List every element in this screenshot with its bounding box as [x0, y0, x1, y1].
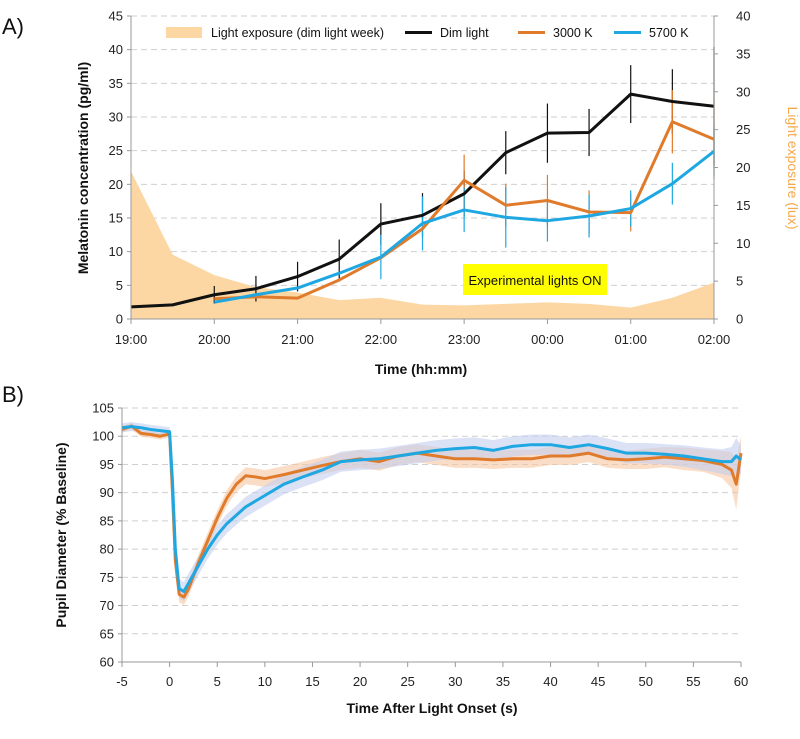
- y-tick-label-100: 100: [92, 429, 114, 444]
- annotation-box: [463, 264, 607, 295]
- x-tick-label-35: 35: [496, 674, 510, 689]
- y2-tick-label-20: 20: [736, 160, 750, 175]
- x-tick-label-1: 20:00: [198, 332, 231, 347]
- x-tick-label--5: -5: [116, 674, 128, 689]
- legend-label-3000k: 3000 K: [553, 26, 593, 40]
- x-tick-label-50: 50: [639, 674, 653, 689]
- x-tick-label-45: 45: [591, 674, 605, 689]
- panel-a-gridlines: [131, 15, 714, 286]
- y-tick-label-75: 75: [100, 570, 114, 585]
- y-tick-label-15: 15: [109, 211, 123, 226]
- band-3000-k: [122, 422, 741, 605]
- y-tick-label-105: 105: [92, 401, 114, 416]
- y2-tick-label-25: 25: [736, 122, 750, 137]
- legend-label-light-exposure: Light exposure (dim light week): [211, 26, 384, 40]
- panel-a-y2-axis-title: Light exposure (lux): [785, 107, 800, 230]
- panel-b-confidence-bands: [122, 422, 741, 605]
- legend-label-dim-light: Dim light: [440, 26, 489, 40]
- legend-label-5700k: 5700 K: [649, 26, 689, 40]
- line-3000-k: [214, 120, 715, 301]
- panel-a-light-exposure-area: [131, 171, 714, 319]
- panel-a-series-group: [130, 46, 715, 309]
- x-tick-label-25: 25: [400, 674, 414, 689]
- band-5700-k: [122, 422, 741, 602]
- panel-a-x-axis-title: Time (hh:mm): [375, 361, 467, 377]
- x-tick-label-5: 5: [214, 674, 221, 689]
- y-tick-label-30: 30: [109, 110, 123, 125]
- x-tick-label-6: 01:00: [614, 332, 647, 347]
- x-tick-label-30: 30: [448, 674, 462, 689]
- y-tick-label-65: 65: [100, 626, 114, 641]
- y-tick-label-45: 45: [109, 9, 123, 24]
- panel-a-legend: Light exposure (dim light week) Dim ligh…: [166, 26, 689, 40]
- y-tick-label-25: 25: [109, 143, 123, 158]
- y2-tick-label-15: 15: [736, 198, 750, 213]
- x-tick-label-2: 21:00: [281, 332, 314, 347]
- panel-a-axes: [127, 15, 718, 324]
- y-tick-label-40: 40: [109, 42, 123, 57]
- panel-b-tick-labels: 60 65 70 75 80 85 90 95 100 105 -5 0 5 10 15 20 25 30 35 40…: [92, 401, 748, 690]
- x-tick-label-7: 02:00: [698, 332, 731, 347]
- y-tick-label-10: 10: [109, 244, 123, 259]
- y-tick-label-20: 20: [109, 177, 123, 192]
- panel-a-melatonin-chart: A) 0 5 10 15 20 25 30 35 40 45 0 5 10 15 20 25 30 35 40 19:…: [2, 9, 800, 378]
- y-tick-label-5: 5: [116, 278, 123, 293]
- panel-b-axes: [118, 407, 742, 667]
- y-tick-label-85: 85: [100, 513, 114, 528]
- y-tick-label-90: 90: [100, 485, 114, 500]
- x-tick-label-4: 23:00: [448, 332, 481, 347]
- panel-b-pupil-chart: B) 60 65 70 75 80 85 90 95 100 105 -5 0 5 10 15 20 25 30 3…: [2, 382, 748, 716]
- x-tick-label-60: 60: [734, 674, 748, 689]
- light-exposure-area: [131, 171, 714, 319]
- panel-b-x-axis-title: Time After Light Onset (s): [346, 700, 517, 716]
- y-tick-label-60: 60: [100, 655, 114, 670]
- y2-tick-label-5: 5: [736, 274, 743, 289]
- experimental-lights-annotation: Experimental lights ON: [463, 264, 607, 295]
- x-tick-label-20: 20: [353, 674, 367, 689]
- y2-tick-label-0: 0: [736, 312, 743, 327]
- y2-tick-label-40: 40: [736, 9, 750, 24]
- y-tick-label-95: 95: [100, 457, 114, 472]
- y-tick-label-80: 80: [100, 542, 114, 557]
- panel-b-label: B): [2, 382, 24, 407]
- panel-b-series-group: [121, 424, 743, 599]
- y2-tick-label-35: 35: [736, 46, 750, 61]
- y2-tick-label-10: 10: [736, 236, 750, 251]
- panel-a-y-axis-title: Melatonin concentration (pg/ml): [75, 62, 91, 274]
- x-tick-label-15: 15: [305, 674, 319, 689]
- panel-b-y-axis-title: Pupil Diameter (% Baseline): [53, 442, 69, 627]
- y-tick-label-70: 70: [100, 598, 114, 613]
- line-5700-k: [214, 150, 715, 304]
- x-tick-label-10: 10: [258, 674, 272, 689]
- legend-swatch-light-exposure: [166, 27, 202, 38]
- x-tick-label-40: 40: [543, 674, 557, 689]
- x-tick-label-3: 22:00: [365, 332, 398, 347]
- line-dim-light: [130, 92, 715, 309]
- y-tick-label-0: 0: [116, 312, 123, 327]
- annotation-text: Experimental lights ON: [469, 273, 602, 288]
- panel-a-label: A): [2, 14, 24, 39]
- x-tick-label-0: 19:00: [115, 332, 148, 347]
- y2-tick-label-30: 30: [736, 84, 750, 99]
- panel-a-tick-labels: 0 5 10 15 20 25 30 35 40 45 0 5 10 15 20 25 30 35 40 19:00 2…: [109, 9, 751, 348]
- x-tick-label-0: 0: [166, 674, 173, 689]
- x-tick-label-55: 55: [686, 674, 700, 689]
- y-tick-label-35: 35: [109, 76, 123, 91]
- x-tick-label-5: 00:00: [531, 332, 564, 347]
- line-5700-k: [121, 425, 742, 593]
